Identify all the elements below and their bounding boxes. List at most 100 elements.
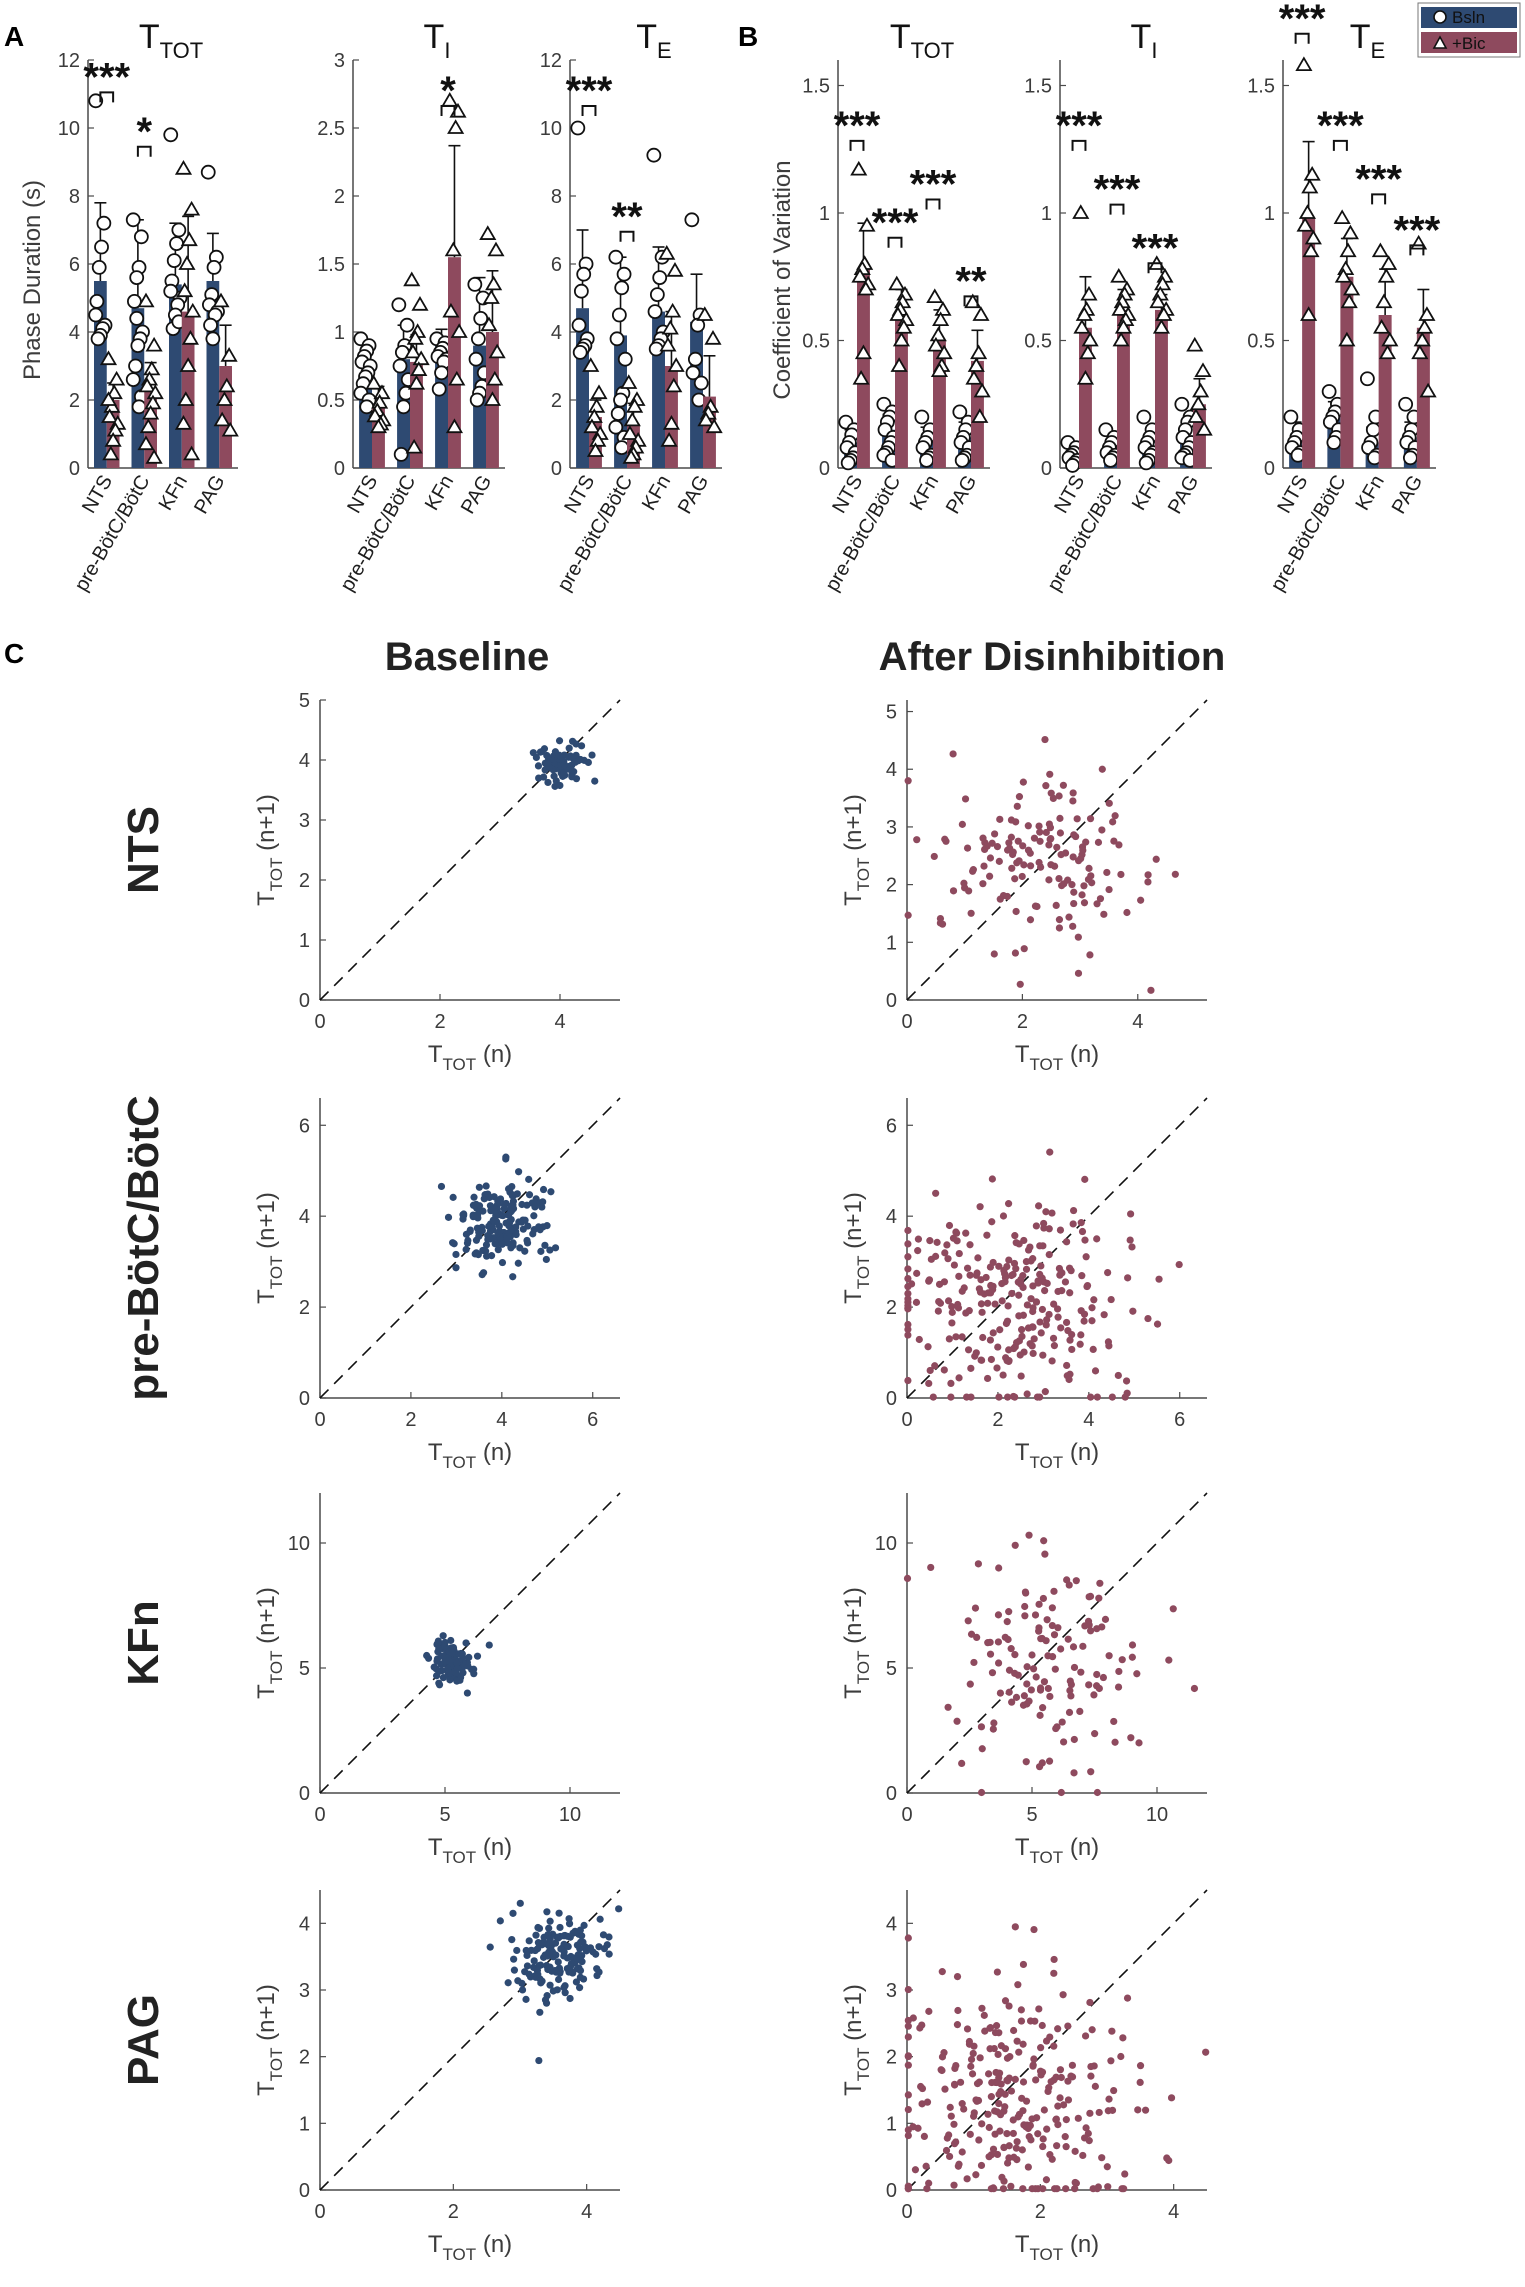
y-tick-label: 4: [69, 322, 80, 344]
data-point-triangle: [626, 398, 644, 413]
scatter-point: [989, 2184, 997, 2192]
y-tick-label: 1.5: [1024, 76, 1052, 98]
y-tick-label: 0.5: [1247, 331, 1275, 353]
scatter-point: [1122, 1377, 1131, 1385]
scatter-point: [995, 2069, 1003, 2077]
scatter-point: [1024, 1246, 1033, 1254]
scatter-point: [970, 2042, 978, 2050]
data-point-circle: [205, 331, 221, 347]
legend-swatch-bsln: [1421, 7, 1517, 28]
data-point-circle: [131, 399, 147, 415]
scatter-point: [1077, 854, 1085, 863]
scatter-point: [1101, 1615, 1110, 1623]
data-point-triangle: [485, 275, 503, 291]
data-point-triangle: [106, 421, 125, 437]
scatter-point: [452, 1264, 460, 1272]
scatter-point: [525, 1191, 534, 1199]
scatter-point: [539, 1185, 548, 1194]
category-label: NTS: [828, 472, 867, 518]
scatter-point: [535, 1223, 543, 1231]
scatter-point: [1100, 910, 1108, 918]
scatter-point: [1059, 1991, 1067, 1999]
scatter-point: [1096, 895, 1105, 903]
data-point-circle: [431, 381, 447, 397]
scatter-point: [1005, 1666, 1014, 1674]
scatter-point: [1023, 1390, 1031, 1398]
scatter-point: [1041, 1287, 1049, 1295]
scatter-point: [518, 1200, 526, 1209]
category-label: KFn: [155, 472, 192, 515]
data-point-triangle: [1381, 331, 1399, 347]
y-tick-label: 3: [299, 1980, 310, 2002]
category-label: KFn: [1352, 472, 1389, 515]
significance-bracket: [1071, 139, 1087, 151]
scatter-point: [986, 872, 994, 880]
scatter-point: [1061, 1278, 1070, 1286]
scatter-point: [984, 1289, 992, 1297]
scatter-point: [1128, 1641, 1137, 1649]
data-point-triangle: [104, 432, 122, 447]
scatter-point: [1110, 837, 1118, 845]
y-tick-label: 4: [886, 759, 897, 781]
data-point-triangle: [1378, 344, 1397, 360]
scatter-point: [489, 1216, 497, 1224]
scatter-point: [1005, 839, 1013, 847]
scatter-point: [462, 1245, 470, 1254]
scatter-point: [1019, 842, 1027, 850]
scatter-point: [523, 1962, 532, 1970]
scatter-point: [1070, 831, 1078, 839]
scatter-point: [465, 1653, 473, 1661]
data-point-triangle: [1192, 382, 1210, 398]
scatter-point: [462, 1230, 471, 1238]
scatter-point: [986, 854, 995, 862]
scatter-point: [1010, 1344, 1018, 1353]
significance-bracket: [136, 145, 152, 157]
data-point-triangle: [965, 369, 983, 385]
scatter-point: [1082, 2124, 1090, 2132]
y-tick-label: 4: [299, 750, 310, 772]
y-tick-label: 1: [819, 203, 830, 225]
scatter-point: [1093, 1393, 1101, 1401]
y-tick-label: 8: [551, 186, 562, 208]
scatter-point: [977, 1723, 986, 1731]
scatter-point: [1025, 1697, 1033, 1705]
scatter-point: [448, 1649, 456, 1657]
scatter-point: [1129, 1307, 1137, 1315]
scatter-point: [1062, 2116, 1070, 2124]
scatter-point: [944, 1297, 953, 1305]
scatter-point: [1152, 855, 1160, 863]
scatter-point: [1089, 2185, 1097, 2193]
scatter-point: [1046, 1148, 1054, 1156]
scatter-point: [1051, 1665, 1059, 1673]
data-point-triangle: [970, 344, 988, 360]
data-point-triangle: [664, 302, 682, 318]
data-point-circle: [1138, 455, 1154, 471]
scatter-point: [1127, 1210, 1135, 1218]
scatter-point: [1020, 1692, 1028, 1700]
scatter-point: [537, 1247, 545, 1255]
scatter-point: [1016, 980, 1024, 988]
data-point-triangle: [412, 350, 430, 366]
scatter-point: [1054, 2025, 1062, 2033]
scatter-point: [449, 1193, 457, 1201]
scatter-point: [996, 895, 1004, 903]
x-axis-label: TTOT (n): [428, 1041, 512, 1074]
scatter-point: [904, 1289, 912, 1298]
significance-bracket: [1294, 32, 1310, 44]
scatter-point: [1086, 1998, 1094, 2007]
data-point-triangle: [854, 344, 873, 360]
data-point-triangle: [487, 241, 505, 257]
data-point-circle: [614, 440, 630, 456]
scatter-point: [904, 2061, 912, 2069]
scatter-point: [487, 1224, 496, 1233]
data-point-triangle: [177, 391, 195, 406]
scatter-point: [998, 2173, 1006, 2181]
scatter-point: [1047, 789, 1055, 797]
data-point-circle: [693, 375, 709, 391]
scatter-point: [991, 2028, 1000, 2037]
data-point-triangle: [221, 421, 239, 437]
scatter-point: [1076, 1340, 1084, 1348]
scatter-point: [1098, 2154, 1106, 2162]
